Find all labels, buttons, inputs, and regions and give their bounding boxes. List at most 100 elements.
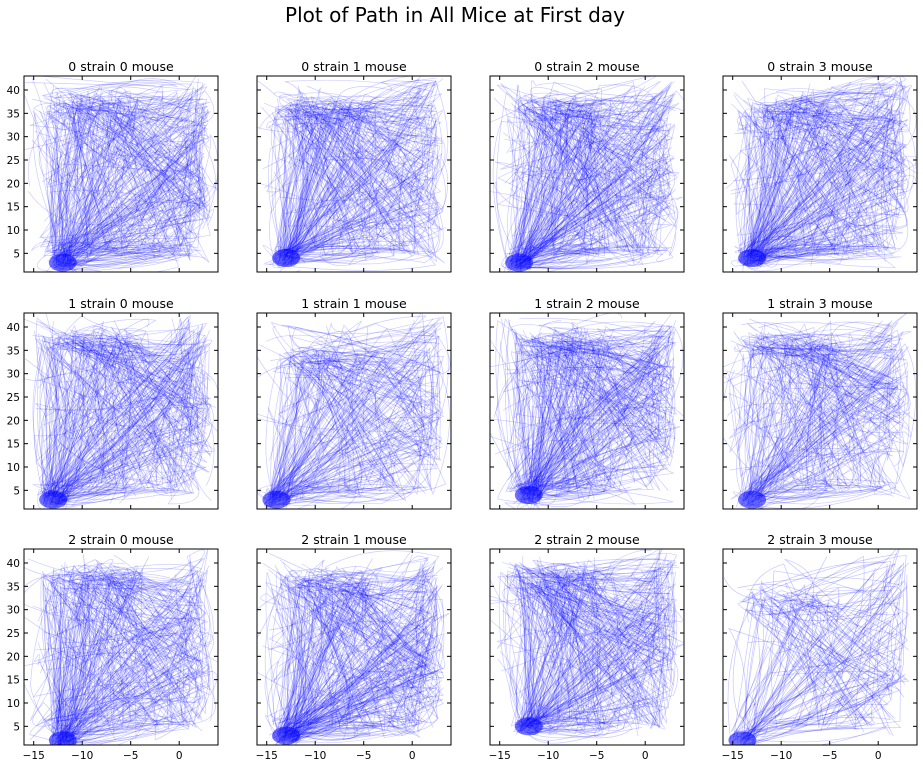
trajectory-line bbox=[738, 97, 907, 256]
trajectory-line bbox=[271, 573, 444, 722]
trajectory-line bbox=[513, 112, 657, 268]
trajectory-line bbox=[42, 340, 218, 497]
trajectory-line bbox=[756, 98, 887, 261]
trajectory-line bbox=[270, 341, 437, 501]
trajectory-line bbox=[723, 334, 815, 487]
trajectory-line bbox=[47, 105, 200, 253]
trajectory-line bbox=[497, 318, 667, 489]
trajectory-line bbox=[59, 346, 208, 505]
trajectory-line bbox=[286, 359, 443, 503]
trajectory-line bbox=[768, 596, 905, 713]
trajectory-line bbox=[525, 118, 670, 256]
trajectory-line bbox=[731, 573, 902, 743]
trajectory-line bbox=[519, 567, 657, 733]
trajectory-line bbox=[745, 96, 894, 263]
trajectory-line bbox=[264, 443, 437, 505]
trajectory-line bbox=[53, 570, 200, 649]
trajectory-line bbox=[521, 564, 663, 720]
trajectory-line bbox=[496, 110, 672, 270]
trajectory-line bbox=[275, 106, 446, 253]
trajectory-line bbox=[52, 563, 196, 745]
trajectory-line bbox=[272, 331, 440, 504]
trajectory-line bbox=[275, 352, 426, 498]
trajectory-line bbox=[736, 112, 901, 268]
trajectory-line bbox=[51, 107, 138, 266]
x-tick-label: −15 bbox=[23, 750, 45, 762]
trajectory-line bbox=[277, 106, 406, 256]
x-tick-label: −10 bbox=[304, 750, 326, 762]
trajectory-line bbox=[540, 573, 656, 734]
trajectory-line bbox=[63, 633, 195, 691]
trajectory-line bbox=[274, 158, 449, 251]
trajectory-line bbox=[752, 111, 892, 258]
trajectory-line bbox=[760, 370, 909, 509]
trajectory-line bbox=[769, 599, 902, 676]
trajectory-line bbox=[54, 575, 187, 737]
subplot-title: 1 strain 1 mouse bbox=[301, 296, 407, 311]
trajectory-line bbox=[512, 166, 661, 266]
trajectory-line bbox=[271, 568, 408, 740]
trajectory-line bbox=[41, 625, 203, 734]
trajectory-line bbox=[524, 559, 669, 734]
trajectory-line bbox=[516, 352, 542, 503]
trajectory-line bbox=[274, 550, 440, 742]
trajectory-line bbox=[55, 102, 179, 266]
trajectory-line bbox=[61, 563, 202, 745]
trajectory-line bbox=[349, 571, 438, 723]
trajectory-line bbox=[270, 327, 442, 506]
trajectory-line bbox=[51, 83, 201, 271]
trajectory-line bbox=[24, 578, 210, 720]
trajectory-line bbox=[520, 327, 583, 503]
trajectory-line bbox=[42, 343, 69, 499]
trajectory-line bbox=[742, 115, 844, 255]
trajectory-line bbox=[67, 103, 209, 255]
trajectory-line bbox=[520, 330, 670, 503]
trajectory-line bbox=[508, 84, 675, 263]
trajectory-line bbox=[732, 583, 901, 732]
y-tick-label: 30 bbox=[7, 132, 20, 144]
trajectory-line bbox=[265, 349, 426, 500]
trajectory-line bbox=[513, 720, 596, 741]
trajectory-line bbox=[274, 564, 344, 745]
trajectory-line bbox=[292, 102, 444, 247]
trajectory-line bbox=[744, 563, 889, 745]
trajectory-line bbox=[540, 348, 660, 490]
trajectory-line bbox=[31, 107, 198, 268]
trajectory-line bbox=[54, 339, 155, 509]
trajectory-line bbox=[276, 579, 403, 735]
trajectory-line bbox=[753, 580, 892, 745]
trajectory-line bbox=[744, 331, 902, 502]
trajectory-line bbox=[787, 87, 899, 252]
trajectory-line bbox=[316, 107, 438, 255]
trajectory-line bbox=[731, 556, 908, 745]
trajectory-line bbox=[758, 585, 891, 735]
trajectory-line bbox=[265, 609, 438, 741]
trajectory-line bbox=[750, 345, 917, 495]
trajectory-line bbox=[749, 580, 905, 739]
trajectory-line bbox=[41, 354, 201, 504]
trajectory-line bbox=[273, 578, 431, 681]
trajectory-line bbox=[750, 99, 904, 257]
trajectory-line bbox=[283, 562, 444, 740]
trajectory-line bbox=[730, 589, 891, 738]
trajectory-line bbox=[520, 329, 615, 496]
trajectory-line bbox=[519, 559, 663, 728]
trajectory-line bbox=[37, 113, 137, 272]
trajectory-line bbox=[74, 584, 199, 662]
trajectory-line bbox=[266, 586, 442, 742]
trajectory-line bbox=[510, 103, 617, 269]
trajectory-line bbox=[761, 99, 898, 262]
trajectory-line bbox=[32, 335, 213, 493]
trajectory-line bbox=[58, 332, 210, 501]
trajectory-line bbox=[749, 130, 901, 261]
trajectory-line bbox=[499, 334, 667, 491]
trajectory-line bbox=[518, 334, 662, 495]
trajectory-line bbox=[283, 108, 418, 264]
path-traces bbox=[490, 549, 684, 744]
trajectory-line bbox=[277, 330, 438, 499]
trajectory-line bbox=[284, 575, 437, 682]
trajectory-line bbox=[747, 589, 896, 719]
trajectory-line bbox=[731, 99, 890, 251]
trajectory-line bbox=[743, 334, 830, 508]
